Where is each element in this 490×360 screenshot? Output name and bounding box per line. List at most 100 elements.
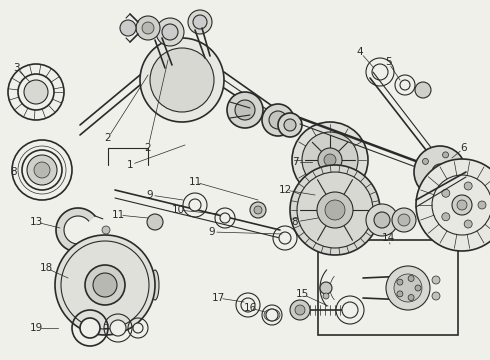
Circle shape	[400, 80, 410, 90]
Circle shape	[188, 10, 212, 34]
Circle shape	[136, 16, 160, 40]
Ellipse shape	[264, 309, 280, 321]
Text: 11: 11	[111, 210, 124, 220]
Circle shape	[415, 82, 431, 98]
Circle shape	[85, 265, 125, 305]
Text: 9: 9	[147, 190, 153, 200]
Circle shape	[27, 155, 57, 185]
Ellipse shape	[123, 264, 139, 276]
Text: 7: 7	[292, 157, 298, 167]
Circle shape	[93, 273, 117, 297]
Circle shape	[374, 212, 390, 228]
Text: 11: 11	[188, 177, 201, 187]
Circle shape	[452, 195, 472, 215]
Text: 5: 5	[385, 57, 392, 67]
Text: 2: 2	[105, 133, 111, 143]
Text: 2: 2	[145, 143, 151, 153]
Circle shape	[398, 214, 410, 226]
Circle shape	[422, 158, 428, 165]
Circle shape	[478, 201, 486, 209]
Text: 4: 4	[357, 47, 363, 57]
Circle shape	[147, 214, 163, 230]
Text: 13: 13	[29, 217, 43, 227]
Circle shape	[394, 274, 422, 302]
Circle shape	[442, 152, 448, 158]
Circle shape	[408, 294, 414, 301]
Circle shape	[320, 282, 332, 294]
Circle shape	[457, 200, 467, 210]
Circle shape	[22, 150, 62, 190]
Circle shape	[284, 119, 296, 131]
Circle shape	[142, 22, 154, 34]
Circle shape	[235, 100, 255, 120]
Circle shape	[392, 208, 416, 232]
Text: 10: 10	[172, 205, 185, 215]
Circle shape	[254, 206, 262, 214]
Ellipse shape	[123, 294, 139, 306]
Circle shape	[241, 298, 255, 312]
Circle shape	[156, 18, 184, 46]
Circle shape	[366, 204, 398, 236]
Bar	[318, 240, 458, 335]
Circle shape	[150, 48, 214, 112]
Circle shape	[455, 169, 461, 175]
Circle shape	[133, 323, 143, 333]
Circle shape	[193, 15, 207, 29]
Circle shape	[220, 213, 230, 223]
Text: 19: 19	[29, 323, 43, 333]
Circle shape	[102, 226, 110, 234]
Circle shape	[464, 220, 472, 228]
Circle shape	[416, 159, 490, 251]
Polygon shape	[56, 208, 95, 252]
Circle shape	[250, 202, 266, 218]
Circle shape	[318, 148, 342, 172]
Circle shape	[278, 113, 302, 137]
Circle shape	[55, 235, 155, 335]
Circle shape	[372, 64, 388, 80]
Text: 3: 3	[13, 63, 19, 73]
Circle shape	[414, 146, 466, 198]
Circle shape	[397, 279, 403, 285]
Text: 18: 18	[39, 263, 52, 273]
Circle shape	[386, 266, 430, 310]
Text: 1: 1	[127, 160, 133, 170]
Circle shape	[266, 309, 278, 321]
Circle shape	[24, 80, 48, 104]
Circle shape	[442, 189, 450, 197]
Ellipse shape	[71, 264, 87, 276]
Ellipse shape	[100, 246, 110, 264]
Text: 6: 6	[461, 143, 467, 153]
Circle shape	[408, 275, 414, 282]
Circle shape	[34, 162, 50, 178]
Text: 8: 8	[292, 217, 298, 227]
Circle shape	[120, 20, 136, 36]
Circle shape	[292, 122, 368, 198]
Ellipse shape	[71, 294, 87, 306]
Circle shape	[432, 164, 448, 180]
Circle shape	[397, 291, 403, 297]
Circle shape	[189, 199, 201, 211]
Circle shape	[279, 232, 291, 244]
Circle shape	[324, 154, 336, 166]
Text: 14: 14	[381, 233, 394, 243]
Ellipse shape	[151, 270, 159, 300]
Circle shape	[162, 24, 178, 40]
Circle shape	[442, 213, 450, 221]
Text: 12: 12	[278, 185, 292, 195]
Circle shape	[342, 302, 358, 318]
Circle shape	[80, 318, 100, 338]
Circle shape	[295, 305, 305, 315]
Text: 15: 15	[295, 289, 309, 299]
Circle shape	[323, 293, 329, 299]
Text: 8: 8	[11, 167, 17, 177]
Circle shape	[464, 182, 472, 190]
Circle shape	[442, 186, 448, 192]
Circle shape	[325, 200, 345, 220]
Circle shape	[432, 292, 440, 300]
Text: 16: 16	[244, 303, 257, 313]
Circle shape	[290, 165, 380, 255]
Circle shape	[415, 285, 421, 291]
Text: 17: 17	[211, 293, 224, 303]
Circle shape	[422, 180, 428, 186]
Circle shape	[110, 320, 126, 336]
